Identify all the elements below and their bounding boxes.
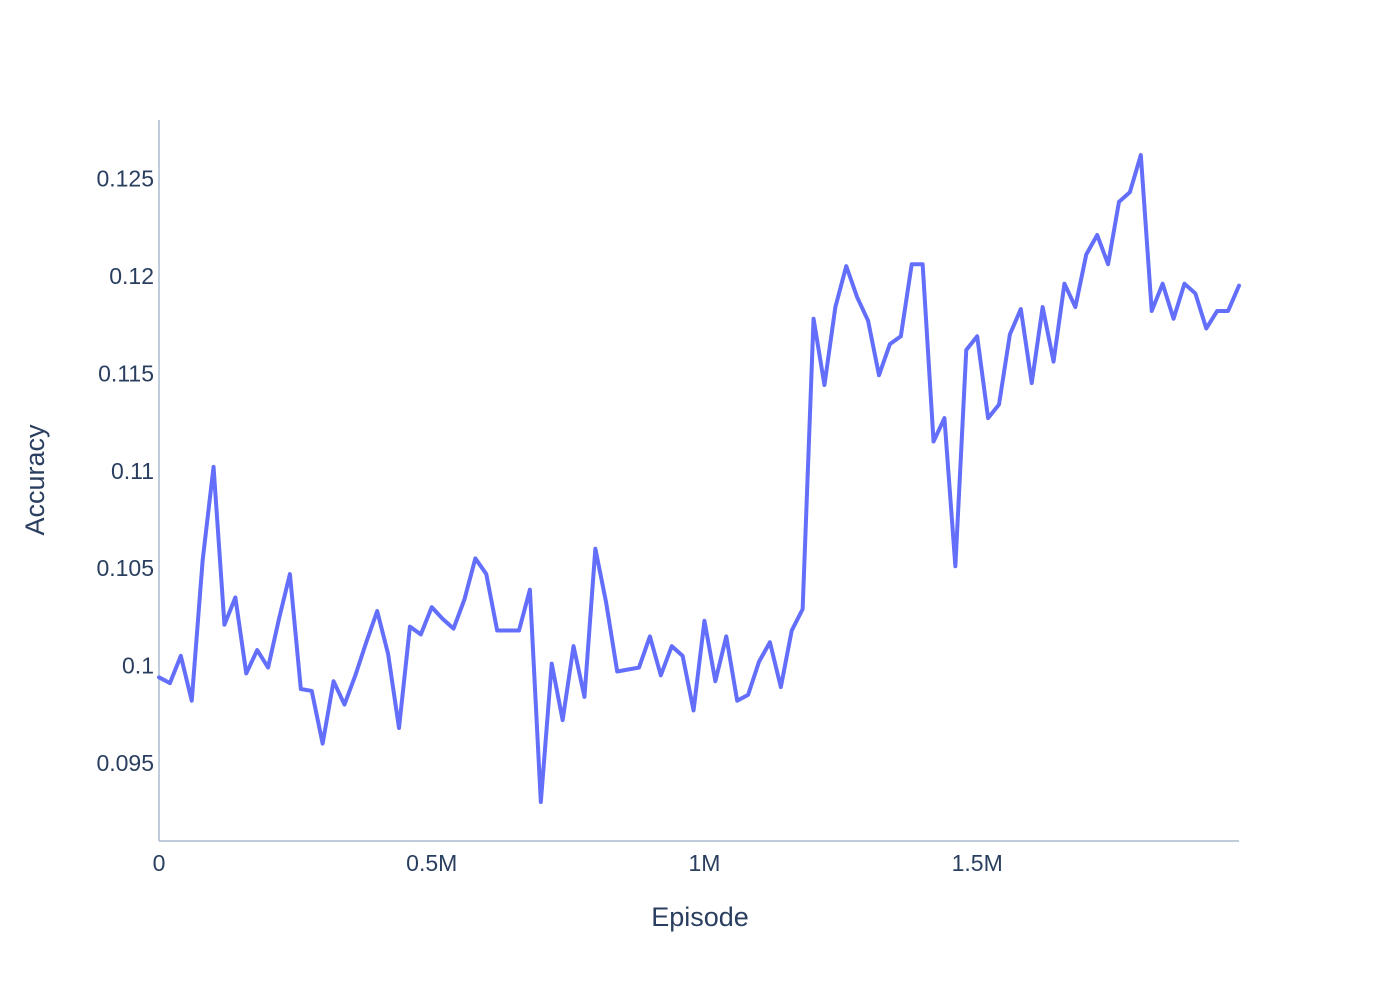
x-tick-label: 1M <box>688 850 720 876</box>
y-tick-label: 0.105 <box>96 555 154 581</box>
x-axis-title: Episode <box>651 902 749 932</box>
y-tick-label: 0.12 <box>109 263 154 289</box>
x-axis-ticks: 0 0.5M 1M 1.5M <box>153 850 1003 876</box>
y-tick-label: 0.125 <box>96 165 154 191</box>
y-tick-label: 0.115 <box>98 360 154 386</box>
y-axis-title: Accuracy <box>20 424 50 536</box>
series-line <box>157 153 1241 805</box>
x-tick-label: 0.5M <box>406 850 457 876</box>
series-layer <box>157 153 1241 805</box>
x-tick-label: 1.5M <box>952 850 1003 876</box>
x-tick-label: 0 <box>153 850 166 876</box>
y-axis-ticks: 0.095 0.1 0.105 0.11 0.115 0.12 0.125 <box>96 165 154 776</box>
y-tick-label: 0.1 <box>122 653 154 679</box>
y-tick-label: 0.11 <box>111 458 154 484</box>
y-tick-label: 0.095 <box>96 750 154 776</box>
